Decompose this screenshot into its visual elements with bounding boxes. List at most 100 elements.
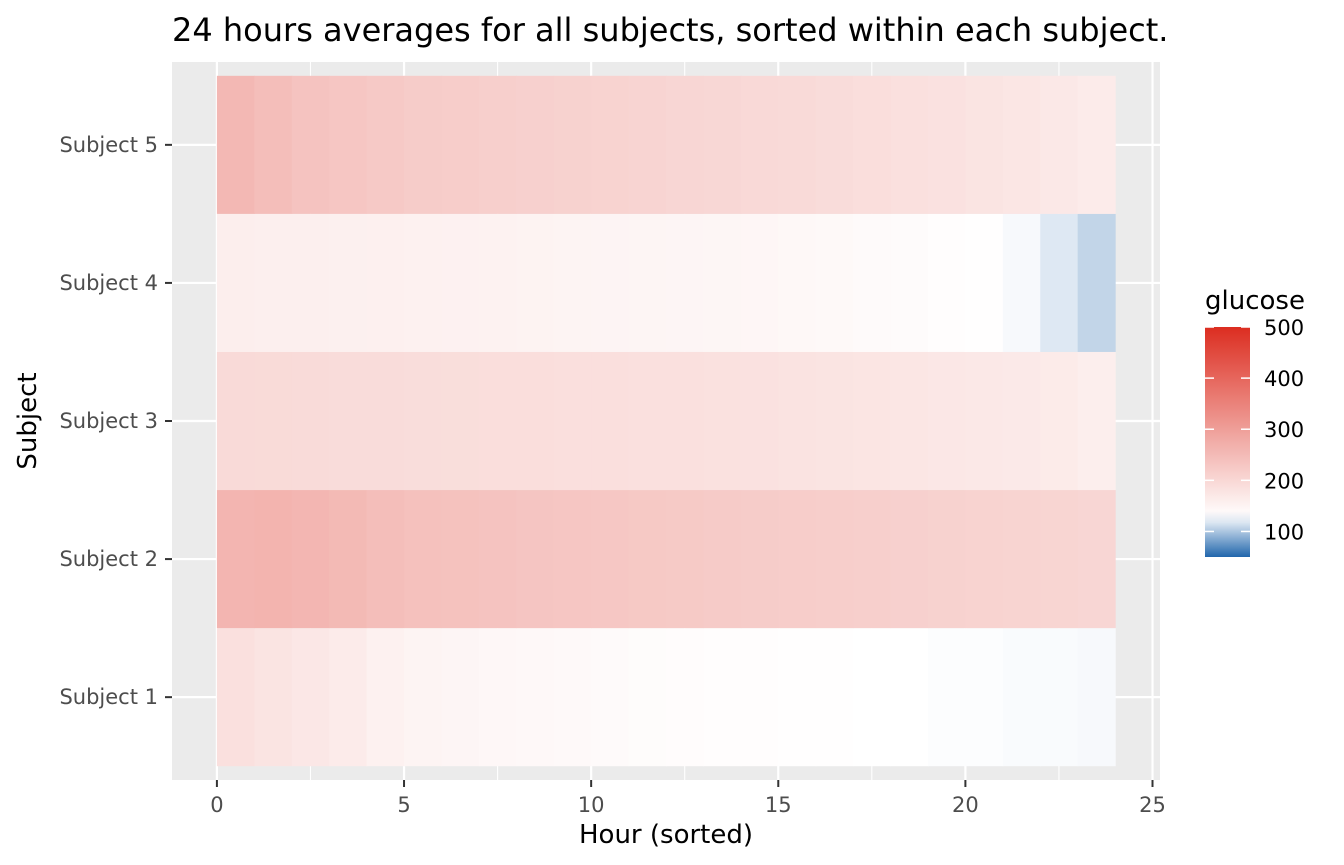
heatmap-tile — [329, 628, 368, 767]
heatmap-tile — [366, 213, 405, 352]
heatmap-tile — [853, 628, 892, 767]
heatmap-tile — [591, 628, 630, 767]
heatmap-tile — [291, 490, 330, 629]
heatmap-tile — [927, 213, 966, 352]
heatmap-tile — [366, 490, 405, 629]
heatmap-tile — [591, 213, 630, 352]
heatmap-tile — [703, 628, 742, 767]
heatmap-tile — [1040, 351, 1079, 491]
heatmap-tile — [628, 490, 667, 629]
x-tick-label: 5 — [397, 793, 410, 817]
heatmap-tile — [815, 351, 854, 491]
heatmap-tile — [890, 490, 929, 629]
heatmap-tile — [628, 213, 667, 352]
heatmap-tile — [441, 490, 480, 629]
heatmap-tile — [404, 490, 443, 629]
heatmap-tile — [778, 75, 817, 214]
heatmap-tile — [478, 213, 517, 352]
heatmap-tile — [591, 75, 630, 214]
heatmap-tile — [965, 490, 1004, 629]
heatmap-tile — [216, 628, 255, 767]
heatmap-tile — [553, 490, 592, 629]
heatmap-tile — [853, 75, 892, 214]
heatmap-tile — [591, 351, 630, 491]
legend-label: 500 — [1264, 316, 1304, 340]
x-tick-label: 0 — [210, 793, 223, 817]
heatmap-tile — [740, 75, 779, 214]
x-tick-label: 15 — [765, 793, 792, 817]
chart-title: 24 hours averages for all subjects, sort… — [172, 11, 1168, 49]
heatmap-tile — [740, 213, 779, 352]
heatmap-tile — [404, 351, 443, 491]
heatmap-tile — [216, 75, 255, 214]
heatmap-tile — [628, 351, 667, 491]
heatmap-tile — [516, 351, 555, 491]
heatmap-tile — [666, 75, 705, 214]
heatmap-tile — [291, 213, 330, 352]
heatmap-tile — [965, 75, 1004, 214]
heatmap-tile — [404, 213, 443, 352]
heatmap-tile — [216, 490, 255, 629]
heatmap-tile — [703, 490, 742, 629]
heatmap-tile — [329, 351, 368, 491]
legend-label: 100 — [1264, 520, 1304, 544]
x-tick-label: 20 — [952, 793, 979, 817]
heatmap-tile — [778, 490, 817, 629]
heatmap-tile — [516, 628, 555, 767]
legend-colorbar — [1205, 327, 1250, 557]
heatmap-tile — [291, 75, 330, 214]
heatmap-tile — [441, 75, 480, 214]
heatmap-tile — [1002, 75, 1041, 214]
heatmap-tile — [740, 628, 779, 767]
y-tick-label: Subject 3 — [59, 409, 158, 433]
heatmap-tile — [366, 75, 405, 214]
heatmap-tile — [516, 490, 555, 629]
heatmap-tile — [815, 490, 854, 629]
y-tick-label: Subject 5 — [59, 133, 158, 157]
axes: 0 5 10 15 20 25 Subject 1 Subject 2 Subject 3 Sub… — [59, 133, 1165, 817]
heatmap-tile — [853, 351, 892, 491]
x-tick-label: 10 — [578, 793, 605, 817]
heatmap-tile — [1040, 490, 1079, 629]
heatmap-tile — [516, 75, 555, 214]
heatmap-tile — [1077, 213, 1116, 352]
heatmap-tile — [254, 628, 293, 767]
heatmap-tile — [740, 351, 779, 491]
heatmap-tile — [778, 213, 817, 352]
heatmap-tile — [1002, 351, 1041, 491]
heatmap-tile — [441, 628, 480, 767]
heatmap-tile — [478, 351, 517, 491]
heatmap-tile — [404, 75, 443, 214]
heatmap-tile — [591, 490, 630, 629]
heatmap-tile — [553, 628, 592, 767]
heatmap-tile — [441, 351, 480, 491]
heatmap-tile — [1077, 490, 1116, 629]
heatmap-tile — [927, 628, 966, 767]
heatmap-tile — [740, 490, 779, 629]
heatmap-tile — [291, 351, 330, 491]
legend-label: 300 — [1264, 418, 1304, 442]
heatmap-tile — [965, 351, 1004, 491]
heatmap-tile — [329, 490, 368, 629]
heatmap-tile — [703, 75, 742, 214]
heatmap-tile — [516, 213, 555, 352]
heatmap-tile — [666, 351, 705, 491]
heatmap-tile — [291, 628, 330, 767]
heatmap-tile — [1040, 213, 1079, 352]
heatmap-tile — [703, 351, 742, 491]
color-legend: glucose 100 200 300 400 500 — [1205, 286, 1305, 557]
legend-label: 200 — [1264, 469, 1304, 493]
heatmap-tile — [553, 213, 592, 352]
heatmap-tile — [441, 213, 480, 352]
heatmap-tile — [890, 75, 929, 214]
heatmap-tile — [666, 628, 705, 767]
y-tick-label: Subject 4 — [59, 271, 158, 295]
heatmap-tile — [890, 351, 929, 491]
heatmap-tile — [927, 490, 966, 629]
heatmap-tile — [927, 351, 966, 491]
heatmap-tile — [815, 628, 854, 767]
x-tick-label: 25 — [1139, 793, 1166, 817]
legend-label: 400 — [1264, 367, 1304, 391]
heatmap-tile — [1040, 75, 1079, 214]
heatmap-tile — [1040, 628, 1079, 767]
